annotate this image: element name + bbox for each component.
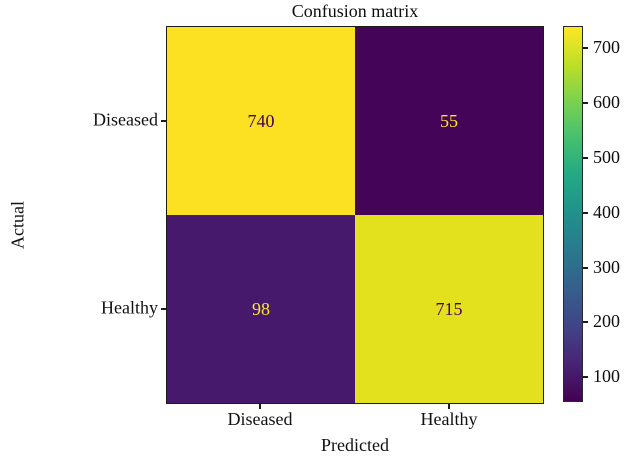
x-tick-label-diseased: Diseased (227, 409, 293, 429)
matrix-cell-diseased-healthy: 55 (355, 27, 543, 215)
colorbar-tick-mark (583, 46, 588, 49)
cell-value: 740 (247, 110, 275, 131)
colorbar-tick-mark (583, 156, 588, 159)
colorbar-tick-mark (583, 101, 588, 104)
colorbar-tick-label: 600 (593, 91, 620, 112)
colorbar-tick-label: 400 (593, 201, 620, 222)
matrix-cell-healthy-healthy: 715 (355, 215, 543, 403)
colorbar-tick-label: 200 (593, 311, 620, 332)
cell-value: 55 (440, 110, 458, 131)
matrix-cell-diseased-diseased: 740 (167, 27, 355, 215)
colorbar (563, 26, 583, 402)
x-tick-mark (448, 404, 450, 409)
y-tick-mark (161, 120, 166, 122)
x-tick-mark (259, 404, 261, 409)
cell-value: 715 (435, 298, 463, 319)
colorbar-tick-mark (583, 211, 588, 214)
colorbar-tick-label: 700 (593, 37, 620, 58)
x-axis-label: Predicted (321, 435, 389, 455)
heatmap-grid: 740 55 98 715 (166, 26, 544, 404)
y-tick-label-healthy: Healthy (101, 297, 158, 318)
colorbar-tick-label: 100 (593, 366, 620, 387)
colorbar-tick-label: 300 (593, 256, 620, 277)
cell-value: 98 (252, 298, 270, 319)
y-tick-mark (161, 308, 166, 310)
colorbar-tick-label: 500 (593, 146, 620, 167)
matrix-cell-healthy-diseased: 98 (167, 215, 355, 403)
colorbar-tick-mark (583, 321, 588, 324)
colorbar-tick-mark (583, 266, 588, 269)
colorbar-ticks: 700 600 500 400 300 200 100 (583, 26, 639, 402)
y-tick-label-diseased: Diseased (93, 109, 158, 130)
x-tick-label-healthy: Healthy (420, 409, 478, 429)
colorbar-tick-mark (583, 376, 588, 379)
y-axis-label: Actual (7, 201, 28, 249)
chart-title: Confusion matrix (291, 1, 419, 21)
